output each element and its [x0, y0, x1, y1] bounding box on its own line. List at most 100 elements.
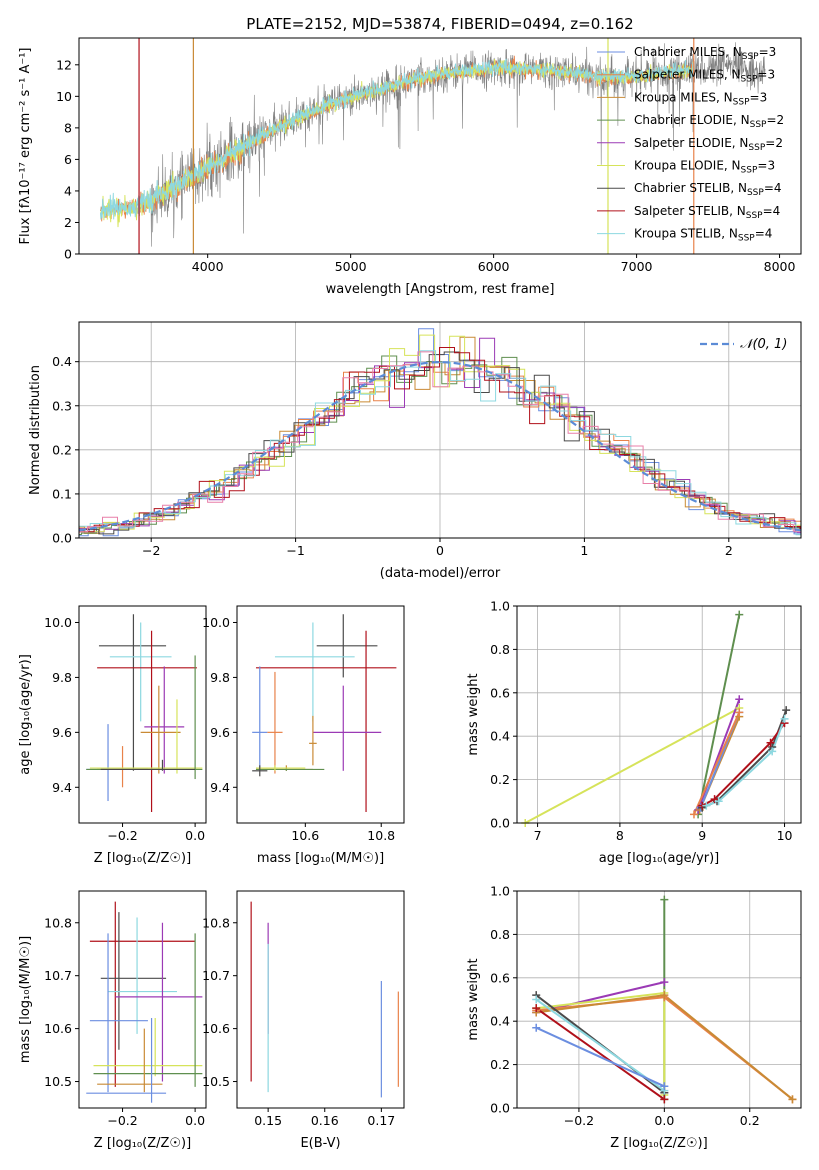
legend-suffix: =4	[755, 227, 773, 241]
y-tick-label: 1.0	[490, 884, 510, 899]
normal-curve	[79, 360, 801, 532]
series-marker	[766, 738, 775, 747]
chart-mass_vs_Z: −0.2 0.0 10.5 10.6 10.7 10.8 Z [log₁₀(Z/Z☉)] ma…	[18, 890, 207, 1151]
y-tick-label: 4	[64, 183, 72, 198]
chart-spectrum: 4000 5000 6000 7000 8000 0 2 4 6 8 10 12 wavelength …	[18, 37, 802, 297]
histogram-step	[79, 364, 801, 529]
spectrum-lines	[99, 38, 766, 254]
x-tick-label: 6000	[478, 259, 510, 274]
y-tick-label: 0	[64, 247, 72, 262]
x-tick-label: 0.0	[654, 1113, 674, 1128]
legend-entry: Chabrier STELIB, NSSP=4	[634, 181, 782, 198]
y-tick-label: 1.0	[490, 599, 510, 614]
x-tick-label: −0.2	[107, 828, 137, 843]
x-axis-label: Z [log₁₀(Z/Z☉)]	[94, 1136, 191, 1151]
series-line	[535, 1026, 665, 1088]
y-tick-label: 2	[64, 215, 72, 230]
x-tick-label: 0.17	[367, 1113, 395, 1128]
series-line	[535, 998, 665, 1092]
series-line	[535, 1007, 665, 1101]
x-tick-label: 7000	[621, 259, 653, 274]
x-axis-label: E(B-V)	[300, 1136, 340, 1151]
x-tick-label: 10	[777, 828, 793, 843]
y-tick-label: 10.7	[202, 968, 230, 983]
series-lines	[524, 614, 788, 823]
x-tick-label: 1	[580, 543, 588, 558]
x-tick-label: 8000	[764, 259, 796, 274]
x-tick-label: 9	[698, 828, 706, 843]
series-marker	[710, 795, 719, 804]
y-tick-label: 0.0	[490, 1101, 510, 1116]
y-tick-label: 0.2	[490, 1057, 510, 1072]
legend-text: Salpeter MILES, N	[634, 68, 741, 82]
x-tick-label: 8	[616, 828, 624, 843]
y-tick-label: 0.0	[52, 531, 72, 546]
histograms	[79, 328, 801, 537]
legend-text: Kroupa ELODIE, N	[634, 159, 741, 173]
legend-suffix: =2	[766, 113, 784, 127]
chart-mass_vs_ebv: 0.15 0.16 0.17 10.5 10.6 10.7 10.8 E(B-V)	[202, 890, 405, 1151]
series-marker	[788, 1095, 797, 1104]
y-tick-label: 0.4	[490, 1014, 510, 1029]
series-marker	[660, 978, 669, 987]
x-tick-label: 0.2	[740, 1113, 760, 1128]
series-marker	[702, 801, 711, 810]
legend-suffix: =3	[757, 159, 775, 173]
legend-subscript: SSP	[741, 166, 758, 176]
x-axis-label: Z [log₁₀(Z/Z☉)]	[94, 851, 191, 866]
chart-weight_vs_Z: −0.2 0.0 0.2 0.0 0.2 0.4 0.6 0.8 1.0 Z [log₁₀(Z/Z…	[466, 884, 802, 1151]
series-line	[701, 722, 786, 807]
x-tick-label: 7	[534, 828, 542, 843]
x-axis-label: mass [log₁₀(M/M☉)]	[257, 851, 384, 866]
legend-suffix: =2	[765, 136, 783, 150]
histogram-step	[79, 350, 801, 536]
x-tick-label: 0.16	[311, 1113, 339, 1128]
y-tick-label: 10.5	[44, 1074, 72, 1089]
errorbars	[252, 614, 397, 813]
x-tick-label: 10.6	[291, 828, 319, 843]
y-tick-label: 12	[56, 57, 72, 72]
plot-frame	[78, 890, 207, 1109]
chart-age_vs_mass: 10.6 10.8 9.4 9.6 9.8 10.0 mass [log₁₀(M/M☉)]	[202, 605, 405, 866]
plot-frame	[516, 890, 802, 1109]
legend-text: Chabrier MILES, N	[634, 45, 742, 59]
y-tick-label: 10.6	[202, 1021, 230, 1036]
y-tick-label: 0.0	[490, 816, 510, 831]
legend-entry: Chabrier ELODIE, NSSP=2	[634, 113, 784, 130]
y-tick-label: 10.6	[44, 1021, 72, 1036]
legend-suffix: =3	[759, 45, 777, 59]
legend-subscript: SSP	[738, 234, 755, 244]
y-tick-label: 0.4	[52, 354, 72, 369]
series-marker	[689, 810, 698, 819]
legend-entry: Salpeter STELIB, NSSP=4	[634, 204, 780, 221]
x-tick-label: 5000	[335, 259, 367, 274]
series-marker	[780, 714, 789, 723]
y-tick-label: 9.4	[52, 780, 72, 795]
series-line	[701, 709, 788, 809]
legend-subscript: SSP	[741, 75, 758, 85]
x-axis-label: age [log₁₀(age/yr)]	[599, 851, 720, 866]
histogram-step	[79, 347, 801, 534]
y-tick-label: 9.4	[210, 780, 230, 795]
y-tick-label: 9.8	[210, 670, 230, 685]
histogram-step	[79, 351, 801, 535]
legend-text: Salpeter STELIB, N	[634, 204, 746, 218]
series-marker	[660, 1095, 669, 1104]
y-tick-label: 0.2	[490, 772, 510, 787]
errorbars	[86, 614, 203, 813]
legend-text: Salpeter ELODIE, N	[634, 136, 748, 150]
series-marker	[532, 1023, 541, 1032]
y-axis-label: Normed distribution	[28, 365, 43, 495]
spectrum-model-line	[99, 58, 695, 220]
y-tick-label: 10.7	[44, 968, 72, 983]
errorbars	[86, 901, 203, 1103]
legend-entry: Kroupa ELODIE, NSSP=3	[634, 159, 775, 176]
x-tick-label: 0.0	[185, 828, 205, 843]
x-axis-label: (data-model)/error	[380, 566, 501, 581]
y-tick-label: 0.3	[52, 398, 72, 413]
series-line	[524, 707, 740, 823]
y-axis-label: mass weight	[466, 673, 481, 755]
y-tick-label: 0.8	[490, 642, 510, 657]
